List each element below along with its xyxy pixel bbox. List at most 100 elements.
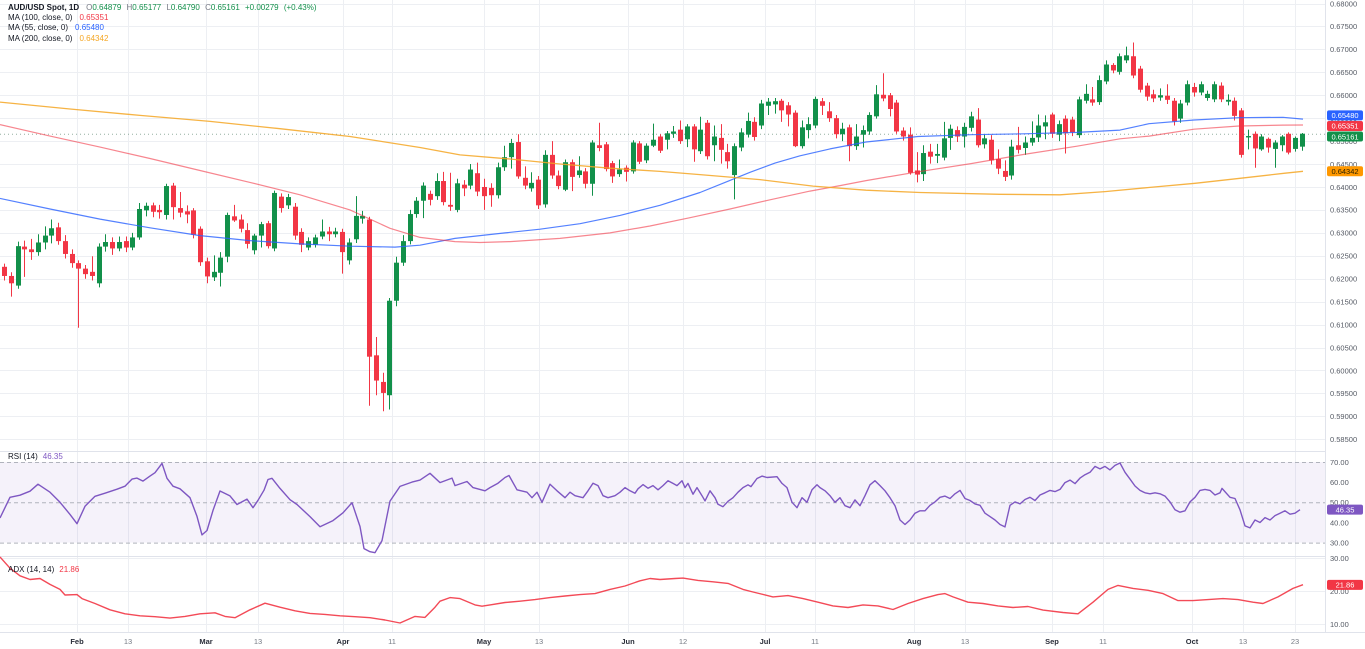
candle[interactable] [671, 125, 676, 138]
candle[interactable] [171, 182, 176, 220]
candle[interactable] [590, 140, 595, 196]
candle[interactable] [272, 190, 277, 252]
candle[interactable] [90, 256, 95, 281]
candle[interactable] [766, 97, 771, 115]
candle[interactable] [1165, 84, 1170, 104]
candle[interactable] [948, 124, 953, 150]
candle[interactable] [583, 168, 588, 189]
candle[interactable] [529, 172, 534, 192]
candle[interactable] [536, 175, 541, 209]
candle[interactable] [692, 124, 697, 162]
candle[interactable] [847, 124, 852, 162]
time-axis-background[interactable] [0, 633, 1365, 649]
candle[interactable] [556, 170, 561, 190]
candle[interactable] [56, 222, 61, 245]
candle[interactable] [266, 220, 271, 249]
candle[interactable] [523, 166, 528, 190]
candle[interactable] [550, 141, 555, 179]
candle[interactable] [928, 143, 933, 164]
candle[interactable] [698, 116, 703, 154]
candle[interactable] [43, 226, 48, 250]
candle[interactable] [1145, 82, 1150, 101]
candle[interactable] [678, 120, 683, 144]
candle[interactable] [218, 252, 223, 287]
candle[interactable] [178, 192, 183, 218]
candle[interactable] [1057, 120, 1062, 142]
candle[interactable] [468, 164, 473, 190]
candle[interactable] [252, 233, 257, 255]
candle[interactable] [665, 131, 670, 150]
candle[interactable] [637, 141, 642, 165]
candle[interactable] [1266, 137, 1271, 153]
adx-line[interactable] [0, 556, 1304, 624]
candle[interactable] [1273, 140, 1278, 168]
candle[interactable] [286, 193, 291, 209]
candle[interactable] [103, 234, 108, 252]
candle[interactable] [401, 235, 406, 266]
candle[interactable] [779, 98, 784, 122]
candle[interactable] [1212, 81, 1217, 103]
candle[interactable] [1286, 132, 1291, 155]
candle[interactable] [2, 263, 7, 281]
candle[interactable] [1253, 131, 1258, 168]
candle[interactable] [786, 102, 791, 127]
candle[interactable] [97, 243, 102, 288]
candle[interactable] [475, 162, 480, 197]
candle[interactable] [76, 260, 81, 328]
candle[interactable] [543, 150, 548, 208]
candle[interactable] [157, 204, 162, 219]
candle[interactable] [644, 143, 649, 164]
candle[interactable] [834, 114, 839, 139]
candle[interactable] [1111, 63, 1116, 74]
candle[interactable] [908, 127, 913, 175]
candle[interactable] [1219, 82, 1224, 103]
ma-line-ma55[interactable] [0, 116, 1304, 248]
candle[interactable] [36, 234, 41, 256]
candle[interactable] [1205, 90, 1210, 101]
candle[interactable] [110, 237, 115, 255]
candle[interactable] [806, 117, 811, 139]
indicator-legend-ma100[interactable]: MA (100, close, 0) 0.65351 [8, 12, 317, 22]
candle[interactable] [1259, 134, 1264, 151]
indicator-legend-ma200[interactable]: MA (200, close, 0) 0.64342 [8, 33, 317, 43]
candle[interactable] [752, 117, 757, 141]
candle[interactable] [1138, 65, 1143, 93]
candle[interactable] [198, 226, 203, 266]
candle[interactable] [394, 256, 399, 307]
candle[interactable] [685, 124, 690, 148]
candle[interactable] [496, 162, 501, 199]
candle[interactable] [482, 178, 487, 210]
candle[interactable] [915, 152, 920, 183]
candle[interactable] [313, 234, 318, 248]
candle[interactable] [367, 216, 372, 406]
candle[interactable] [347, 238, 352, 265]
candle[interactable] [225, 212, 230, 263]
candle[interactable] [16, 241, 21, 289]
candle[interactable] [428, 190, 433, 206]
candle[interactable] [327, 226, 332, 242]
candle[interactable] [1090, 86, 1095, 106]
candle[interactable] [293, 203, 298, 240]
candle[interactable] [124, 236, 129, 253]
candle[interactable] [232, 204, 237, 222]
indicator-legend-ma55[interactable]: MA (55, close, 0) 0.65480 [8, 23, 317, 33]
candle[interactable] [22, 240, 27, 277]
candle[interactable] [320, 219, 325, 240]
candle[interactable] [577, 156, 582, 178]
candle[interactable] [299, 228, 304, 253]
candle[interactable] [1172, 97, 1177, 126]
ma-line-ma100[interactable] [0, 124, 1304, 244]
candle[interactable] [1185, 80, 1190, 106]
candle[interactable] [63, 235, 68, 259]
candle[interactable] [205, 257, 210, 284]
candle[interactable] [509, 138, 514, 169]
candle[interactable] [1239, 108, 1244, 158]
candle[interactable] [1151, 89, 1156, 103]
candle[interactable] [1131, 42, 1136, 79]
candle[interactable] [1077, 96, 1082, 138]
candle[interactable] [29, 238, 34, 260]
candle[interactable] [164, 183, 169, 220]
candle[interactable] [333, 227, 338, 238]
candle[interactable] [1232, 97, 1237, 121]
